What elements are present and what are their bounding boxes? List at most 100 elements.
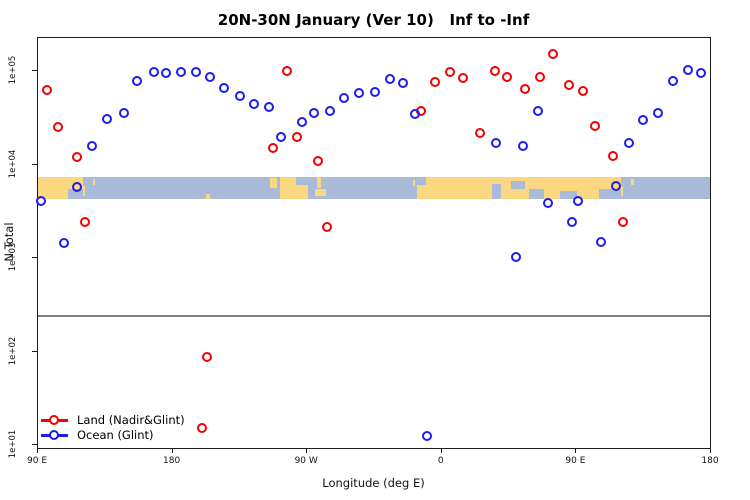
data-point-ocean: [491, 137, 502, 148]
data-point-ocean: [533, 106, 543, 117]
data-point-ocean: [624, 137, 635, 148]
x-axis-tick: [37, 449, 38, 453]
data-point-ocean: [132, 76, 143, 87]
y-axis-tick: [32, 257, 37, 258]
x-axis-tick: [171, 449, 173, 453]
data-point-land: [42, 85, 53, 96]
data-point-land: [474, 127, 485, 138]
data-point-ocean: [338, 93, 349, 104]
data-point-ocean: [573, 196, 584, 206]
map-land-segment: [205, 193, 210, 199]
map-ocean-segment: [492, 183, 502, 199]
data-point-land: [281, 66, 292, 77]
map-land-segment: [413, 180, 416, 186]
legend-item-land: Land (Nadir&Glint): [41, 412, 185, 427]
data-point-ocean: [102, 114, 113, 125]
map-land-segment: [93, 179, 96, 185]
y-axis-tick-label: 1e+04: [8, 149, 18, 178]
data-point-ocean: [384, 73, 395, 84]
x-axis-tick: [306, 449, 308, 453]
map-land-segment: [317, 177, 322, 188]
data-point-ocean: [148, 66, 159, 77]
data-point-land: [429, 77, 440, 87]
data-point-ocean: [652, 107, 663, 118]
data-point-ocean: [637, 114, 648, 125]
x-axis-tick-label: 180: [701, 456, 719, 466]
data-point-ocean: [422, 430, 433, 441]
x-axis-tick-label: 90 W: [294, 456, 318, 466]
x-axis-tick-label: 0: [437, 456, 444, 466]
data-point-land: [202, 352, 213, 363]
data-point-ocean: [160, 67, 171, 78]
y-axis-tick-label: 1e+01: [8, 429, 18, 459]
data-point-ocean: [567, 216, 578, 227]
map-land-segment: [631, 179, 634, 185]
data-point-ocean: [175, 66, 186, 77]
data-point-ocean: [72, 181, 83, 192]
y-axis-tick-label: 1e+05: [8, 55, 18, 85]
data-point-land: [607, 151, 618, 162]
legend-label-land: Land (Nadir&Glint): [77, 412, 185, 427]
data-point-ocean: [36, 196, 47, 206]
data-point-ocean: [682, 65, 693, 75]
data-point-land: [292, 132, 303, 142]
map-land-segment: [269, 178, 278, 188]
data-point-land: [79, 216, 90, 227]
y-axis-tick-label: 1e+02: [8, 336, 18, 365]
data-point-ocean: [275, 132, 286, 142]
data-point-land: [489, 66, 500, 77]
map-land-segment: [82, 185, 85, 196]
data-point-ocean: [518, 140, 529, 151]
legend-label-ocean: Ocean (Glint): [77, 427, 154, 442]
data-point-ocean: [696, 67, 707, 78]
data-point-ocean: [58, 238, 69, 249]
data-point-land: [52, 121, 63, 132]
data-point-ocean: [263, 102, 274, 112]
data-point-ocean: [610, 181, 621, 192]
map-land-segment: [621, 185, 624, 196]
y-axis-tick: [32, 444, 37, 445]
data-point-ocean: [118, 107, 129, 118]
legend-marker-ocean-icon: [49, 430, 59, 440]
world-map-strip: [38, 177, 710, 199]
data-point-ocean: [308, 107, 319, 118]
data-point-ocean: [667, 76, 678, 87]
data-point-ocean: [510, 252, 521, 262]
data-point-ocean: [325, 106, 336, 117]
x-axis-tick-label: 90 E: [565, 456, 586, 466]
data-point-ocean: [398, 78, 409, 88]
data-point-land: [564, 80, 575, 90]
legend-marker-land-icon: [49, 415, 59, 425]
chart-title: 20N-30N January (Ver 10) Inf to -Inf: [217, 11, 530, 29]
x-axis-tick: [440, 449, 442, 453]
data-point-land: [458, 73, 469, 83]
data-point-land: [268, 142, 279, 153]
x-axis-tick: [575, 449, 577, 453]
legend: Land (Nadir&Glint) Ocean (Glint): [41, 412, 185, 442]
map-land-segment: [38, 177, 68, 199]
data-point-land: [444, 66, 455, 77]
data-point-land: [72, 152, 83, 163]
x-axis-tick: [710, 449, 711, 453]
data-point-ocean: [205, 72, 216, 83]
x-axis-title: Longitude (deg E): [322, 476, 425, 490]
y-axis-tick: [32, 350, 37, 352]
data-point-land: [589, 120, 600, 131]
data-point-ocean: [543, 198, 554, 208]
data-point-ocean: [410, 109, 421, 120]
map-ocean-segment: [560, 191, 577, 199]
y-axis-tick: [32, 70, 37, 71]
map-ocean-segment: [511, 181, 525, 190]
data-point-ocean: [296, 116, 307, 127]
data-point-land: [519, 84, 530, 95]
data-point-land: [196, 423, 207, 434]
data-point-ocean: [87, 140, 98, 151]
data-point-land: [313, 156, 324, 167]
y-axis-tick-label: 1e+03: [8, 242, 18, 272]
reference-line: [38, 314, 710, 317]
map-ocean-segment: [296, 177, 309, 185]
data-point-land: [534, 72, 545, 83]
data-point-ocean: [190, 66, 201, 77]
plot-area: [37, 37, 711, 449]
